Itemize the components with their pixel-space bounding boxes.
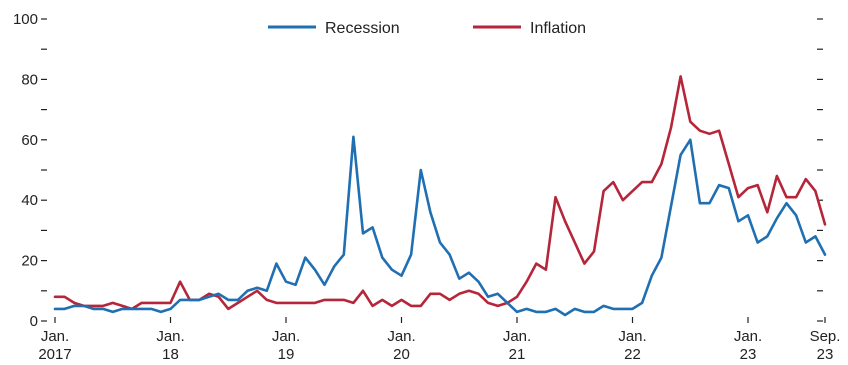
x-tick-label-month: Jan. bbox=[272, 328, 300, 345]
x-tick-label-year: 19 bbox=[278, 346, 295, 363]
x-tick-label-month: Jan. bbox=[156, 328, 184, 345]
series-layer bbox=[53, 75, 827, 317]
x-tick-label-year: 18 bbox=[162, 346, 179, 363]
x-tick-label-year: 20 bbox=[393, 346, 410, 363]
x-tick-label-month: Sep. bbox=[810, 328, 841, 345]
x-tick-label-month: Jan. bbox=[503, 328, 531, 345]
series-line-recession bbox=[53, 135, 827, 317]
x-tick-label-month: Jan. bbox=[41, 328, 69, 345]
x-tick-label-year: 22 bbox=[624, 346, 641, 363]
x-tick-label-month: Jan. bbox=[618, 328, 646, 345]
y-tick-label: 80 bbox=[21, 71, 38, 88]
y-tick-label: 20 bbox=[21, 253, 38, 270]
x-tick-label-year: 23 bbox=[817, 346, 834, 363]
x-axis: Jan.2017Jan.18Jan.19Jan.20Jan.21Jan.22Ja… bbox=[38, 317, 840, 363]
y-tick-label: 40 bbox=[21, 192, 38, 209]
x-tick-label-year: 23 bbox=[740, 346, 757, 363]
y-tick-label: 60 bbox=[21, 132, 38, 149]
x-tick-label-year: 21 bbox=[509, 346, 526, 363]
x-tick-label-month: Jan. bbox=[734, 328, 762, 345]
legend-label-inflation: Inflation bbox=[530, 20, 586, 37]
legend-label-recession: Recession bbox=[325, 20, 400, 37]
legend: Recession Inflation bbox=[268, 20, 586, 37]
series-line-inflation bbox=[53, 75, 827, 311]
y-tick-label: 0 bbox=[30, 313, 38, 330]
x-tick-label-month: Jan. bbox=[387, 328, 415, 345]
x-tick-label-year: 2017 bbox=[38, 346, 71, 363]
y-tick-label: 100 bbox=[13, 11, 38, 28]
y-axis: 0 20 40 60 80 100 bbox=[13, 11, 823, 330]
